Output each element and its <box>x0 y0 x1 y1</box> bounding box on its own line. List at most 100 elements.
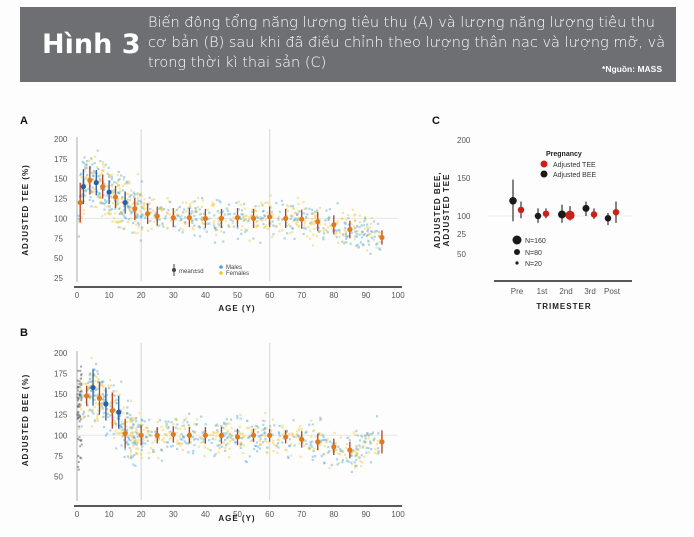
scatter-point <box>101 214 104 218</box>
scatter-point <box>106 432 109 435</box>
scatter-point <box>327 226 330 229</box>
scatter-point <box>236 414 239 418</box>
scatter-point <box>311 455 314 458</box>
scatter-point <box>131 434 135 437</box>
scatter-point <box>169 430 172 433</box>
scatter-point <box>326 218 329 221</box>
scatter-point <box>356 243 359 247</box>
scatter-point <box>81 193 84 196</box>
scatter-point <box>137 447 140 450</box>
scatter-point <box>245 426 249 430</box>
scatter-point <box>302 444 306 448</box>
scatter-point <box>115 447 118 450</box>
scatter-point <box>336 220 339 223</box>
scatter-point <box>136 213 139 216</box>
scatter-point <box>220 442 223 445</box>
scatter-point <box>100 172 103 175</box>
scatter-point <box>84 189 88 192</box>
scatter-point <box>136 197 140 200</box>
scatter-point <box>125 425 128 428</box>
scatter-point <box>372 439 375 442</box>
scatter-point <box>82 394 85 397</box>
scatter-point <box>139 210 142 213</box>
scatter-point <box>369 222 373 225</box>
scatter-point <box>139 194 142 197</box>
scatter-point <box>353 461 356 464</box>
scatter-point <box>376 230 379 233</box>
scatter-point <box>211 433 214 436</box>
scatter-point <box>113 409 117 412</box>
scatter-point <box>115 432 118 435</box>
scatter-point <box>135 211 138 215</box>
scatter-point <box>183 216 187 219</box>
scatter-point <box>83 411 86 414</box>
legend-tee-label: Adjusted TEE <box>553 162 596 169</box>
infant-point <box>80 399 83 402</box>
y-tick-label: 25 <box>54 274 63 283</box>
scatter-point <box>89 377 92 381</box>
scatter-point <box>286 455 290 458</box>
scatter-point <box>135 432 139 435</box>
scatter-point <box>201 431 204 434</box>
scatter-point <box>151 441 154 444</box>
scatter-point <box>297 224 300 227</box>
scatter-point <box>203 454 206 458</box>
infant-point <box>80 457 83 460</box>
scatter-point <box>118 212 121 216</box>
scatter-point <box>198 226 202 229</box>
scatter-point <box>82 209 85 212</box>
scatter-point <box>87 159 91 162</box>
scatter-point <box>315 210 319 213</box>
scatter-point <box>80 221 83 224</box>
scatter-point <box>227 225 230 228</box>
scatter-point <box>285 430 289 433</box>
scatter-point <box>271 220 274 223</box>
scatter-point <box>116 221 119 224</box>
scatter-point <box>359 241 362 244</box>
scatter-point <box>90 425 94 428</box>
scatter-point <box>130 426 133 429</box>
scatter-point <box>83 382 86 385</box>
scatter-point <box>142 202 145 206</box>
scatter-point <box>305 216 308 219</box>
scatter-point <box>140 194 143 197</box>
x-axis-label-b: AGE (Y) <box>218 514 255 523</box>
scatter-point <box>312 233 315 236</box>
scatter-point <box>357 455 360 459</box>
scatter-point <box>97 167 100 171</box>
scatter-point <box>262 209 265 212</box>
scatter-point <box>215 233 218 236</box>
scatter-point <box>355 235 359 238</box>
scatter-point <box>298 427 301 431</box>
legend-tee-dot <box>540 160 548 168</box>
scatter-point <box>347 223 351 226</box>
scatter-point <box>102 194 105 197</box>
scatter-point <box>117 170 120 174</box>
scatter-point <box>126 206 130 209</box>
scatter-point <box>301 441 304 444</box>
scatter-point <box>206 222 209 225</box>
scatter-point <box>106 211 110 214</box>
scatter-point <box>287 223 291 226</box>
scatter-point <box>375 246 378 249</box>
scatter-point <box>114 220 117 223</box>
scatter-point <box>205 230 208 233</box>
scatter-point <box>120 444 123 447</box>
scatter-point <box>345 456 348 460</box>
scatter-point <box>217 451 220 454</box>
scatter-point <box>112 421 116 424</box>
scatter-point <box>99 394 102 397</box>
scatter-point <box>172 422 175 426</box>
scatter-point <box>240 443 243 446</box>
scatter-point <box>208 222 211 225</box>
scatter-point <box>240 228 243 232</box>
scatter-point <box>277 446 280 449</box>
scatter-point <box>148 196 151 199</box>
scatter-point <box>189 212 193 215</box>
scatter-point <box>90 389 93 393</box>
scatter-point <box>313 429 316 432</box>
tee-point <box>565 210 575 220</box>
scatter-point <box>345 234 348 237</box>
scatter-point <box>114 400 117 403</box>
panel-label-b: B <box>20 327 28 339</box>
